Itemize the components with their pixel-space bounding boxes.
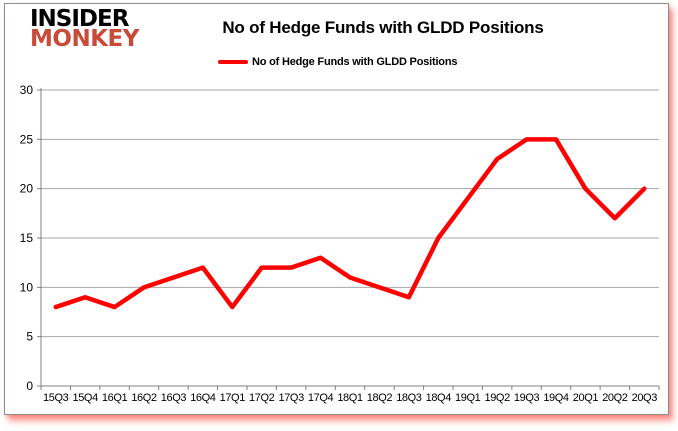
x-axis-label: 17Q1 — [220, 392, 246, 404]
x-axis-label: 19Q4 — [543, 392, 569, 404]
x-axis-label: 16Q3 — [161, 392, 187, 404]
logo-text-insider: INSIDER — [30, 6, 129, 32]
y-axis-label: 5 — [26, 330, 33, 344]
chart-title: No of Hedge Funds with GLDD Positions — [222, 18, 544, 37]
x-axis-label: 16Q1 — [102, 392, 128, 404]
y-axis-label: 30 — [20, 83, 34, 97]
y-axis-label: 0 — [26, 379, 33, 393]
x-axis-label: 15Q3 — [43, 392, 69, 404]
x-axis-label: 17Q3 — [278, 392, 304, 404]
x-axis-label: 18Q2 — [367, 392, 393, 404]
legend-line-swatch — [218, 59, 248, 65]
x-axis-label: 18Q3 — [396, 392, 422, 404]
x-axis-label: 20Q2 — [602, 392, 628, 404]
y-axis-label: 10 — [20, 280, 34, 294]
legend: No of Hedge Funds with GLDD Positions — [218, 56, 457, 68]
x-axis-label: 19Q2 — [484, 392, 510, 404]
data-series-line — [53, 137, 647, 310]
y-axis-label: 25 — [20, 132, 34, 146]
x-axis-label: 17Q4 — [308, 392, 334, 404]
x-axis-label: 20Q3 — [632, 392, 658, 404]
x-axis-label: 19Q1 — [455, 392, 481, 404]
x-axis-label: 18Q1 — [337, 392, 363, 404]
x-axis-label: 19Q3 — [514, 392, 540, 404]
x-axis-label: 18Q4 — [426, 392, 452, 404]
x-axis-label: 17Q2 — [249, 392, 275, 404]
x-axis-label: 16Q2 — [131, 392, 157, 404]
y-axis-label: 15 — [20, 231, 34, 245]
x-axis-label: 20Q1 — [573, 392, 599, 404]
legend-label: No of Hedge Funds with GLDD Positions — [252, 56, 458, 68]
x-axis-label: 16Q4 — [190, 392, 216, 404]
chart-frame — [4, 3, 669, 415]
logo-text-monkey: MONKEY — [30, 26, 139, 52]
insider-monkey-logo: INSIDER MONKEY — [30, 8, 139, 51]
y-axis-label: 20 — [20, 182, 34, 196]
x-axis-label: 15Q4 — [72, 392, 98, 404]
